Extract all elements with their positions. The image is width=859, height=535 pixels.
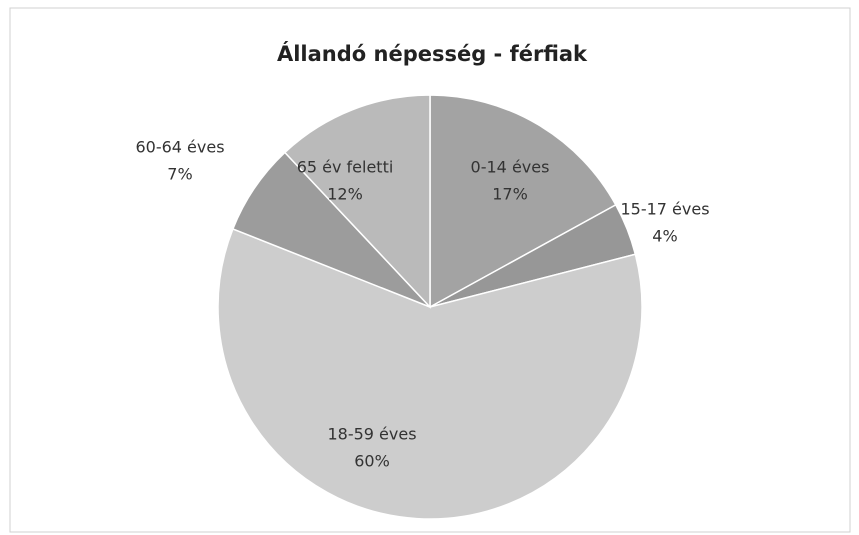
slice-value-label: 12%: [327, 185, 363, 204]
pie-slice: [429, 94, 617, 309]
slice-label: 15-17 éves: [620, 200, 709, 219]
slice-label: 0-14 éves: [471, 158, 550, 177]
slice-value-label: 17%: [492, 185, 528, 204]
slice-label: 60-64 éves: [135, 138, 224, 157]
slice-label: 65 év feletti: [297, 158, 394, 177]
slice-value-label: 7%: [167, 165, 192, 184]
pie-slice: [283, 94, 431, 309]
slice-label: 18-59 éves: [327, 425, 416, 444]
chart-title: Állandó népesség - férfiak: [277, 41, 588, 66]
pie-slice: [217, 227, 643, 520]
slice-value-label: 4%: [652, 227, 677, 246]
slice-value-label: 60%: [354, 452, 390, 471]
